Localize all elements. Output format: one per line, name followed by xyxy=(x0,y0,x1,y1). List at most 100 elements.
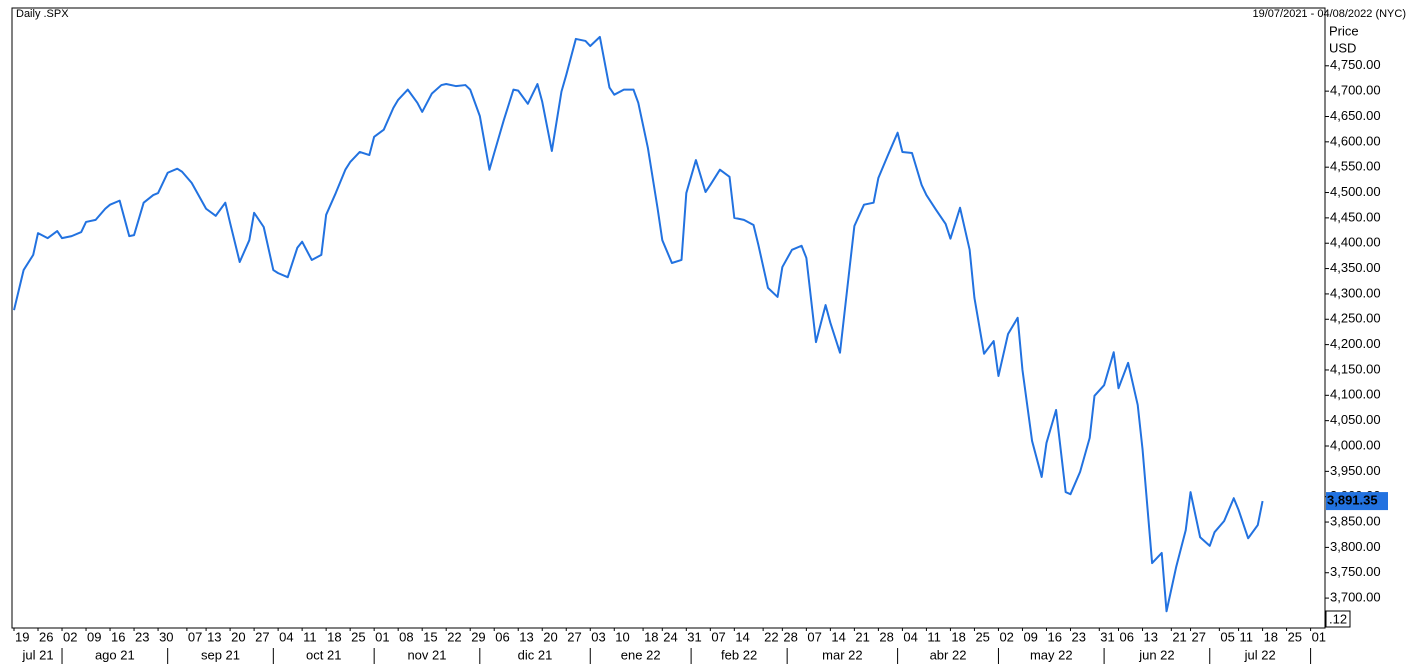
x-month-label: jul 22 xyxy=(1244,647,1276,662)
x-month-label: dic 21 xyxy=(518,647,553,662)
y-tick-label: 4,550.00 xyxy=(1330,159,1381,174)
x-tick-label: 25 xyxy=(351,629,365,644)
x-tick-label: 02 xyxy=(63,629,77,644)
x-tick-label: 29 xyxy=(471,629,485,644)
x-tick-label: 25 xyxy=(975,629,989,644)
x-tick-label: 20 xyxy=(231,629,245,644)
x-tick-label: 01 xyxy=(375,629,389,644)
x-tick-label: 23 xyxy=(135,629,149,644)
chart-subtitle: 19/07/2021 - 04/08/2022 (NYC) xyxy=(1253,8,1407,20)
y-tick-label: 4,000.00 xyxy=(1330,437,1381,452)
x-tick-label: 28 xyxy=(783,629,797,644)
x-tick-label: 13 xyxy=(207,629,221,644)
x-tick-label: 22 xyxy=(764,629,778,644)
x-month-label: ene 22 xyxy=(621,647,661,662)
x-month-label: jun 22 xyxy=(1138,647,1174,662)
x-tick-label: 04 xyxy=(279,629,293,644)
last-price-label: 3,891.35 xyxy=(1327,493,1378,508)
y-tick-label: 4,350.00 xyxy=(1330,260,1381,275)
x-tick-label: 08 xyxy=(399,629,413,644)
y-tick-label: 3,700.00 xyxy=(1330,590,1381,605)
x-tick-label: 07 xyxy=(188,629,202,644)
chart-title: Daily .SPX xyxy=(16,8,69,20)
x-tick-label: 30 xyxy=(159,629,173,644)
x-tick-label: 16 xyxy=(1047,629,1061,644)
x-tick-label: 05 xyxy=(1220,629,1234,644)
y-tick-label: 3,800.00 xyxy=(1330,539,1381,554)
y-tick-label: 3,750.00 xyxy=(1330,564,1381,579)
x-tick-label: 28 xyxy=(879,629,893,644)
y-tick-label: 4,650.00 xyxy=(1330,108,1381,123)
x-month-label: may 22 xyxy=(1030,647,1073,662)
x-tick-label: 27 xyxy=(567,629,581,644)
x-tick-label: 31 xyxy=(687,629,701,644)
x-month-label: sep 21 xyxy=(201,647,240,662)
x-tick-label: 25 xyxy=(1288,629,1302,644)
x-month-label: abr 22 xyxy=(930,647,967,662)
y-tick-label: 4,600.00 xyxy=(1330,133,1381,148)
y-tick-label: 4,100.00 xyxy=(1330,387,1381,402)
y-tick-label: 4,500.00 xyxy=(1330,184,1381,199)
y-axis-unit: USD xyxy=(1329,40,1356,55)
y-tick-label: 4,200.00 xyxy=(1330,336,1381,351)
x-tick-label: 13 xyxy=(1144,629,1158,644)
x-tick-label: 13 xyxy=(519,629,533,644)
x-tick-label: 10 xyxy=(615,629,629,644)
x-tick-label: 07 xyxy=(807,629,821,644)
x-tick-label: 06 xyxy=(495,629,509,644)
x-tick-label: 01 xyxy=(1312,629,1326,644)
x-tick-label: 02 xyxy=(999,629,1013,644)
x-tick-label: 31 xyxy=(1100,629,1114,644)
x-tick-label: 14 xyxy=(831,629,845,644)
axis-note-box xyxy=(1325,610,1351,628)
x-tick-label: 24 xyxy=(663,629,677,644)
x-tick-label: 18 xyxy=(327,629,341,644)
last-price-tag xyxy=(1326,492,1388,511)
y-tick-label: 4,050.00 xyxy=(1330,412,1381,427)
x-tick-label: 06 xyxy=(1120,629,1134,644)
x-tick-label: 16 xyxy=(111,629,125,644)
y-tick-label: 3,950.00 xyxy=(1330,463,1381,478)
x-tick-label: 04 xyxy=(903,629,917,644)
x-tick-label: 18 xyxy=(1264,629,1278,644)
x-tick-label: 11 xyxy=(927,629,941,644)
axis-note: .12 xyxy=(1329,611,1347,626)
x-tick-label: 26 xyxy=(39,629,53,644)
x-tick-label: 20 xyxy=(543,629,557,644)
y-tick-label: 4,300.00 xyxy=(1330,285,1381,300)
y-tick-label: 4,150.00 xyxy=(1330,361,1381,376)
x-tick-label: 27 xyxy=(255,629,269,644)
price-line xyxy=(13,35,1264,613)
x-tick-label: 09 xyxy=(87,629,101,644)
x-tick-label: 03 xyxy=(591,629,605,644)
x-tick-label: 14 xyxy=(735,629,749,644)
x-tick-label: 07 xyxy=(711,629,725,644)
y-axis-label: Price xyxy=(1329,23,1359,38)
x-tick-label: 18 xyxy=(644,629,658,644)
x-tick-label: 27 xyxy=(1192,629,1206,644)
x-tick-label: 19 xyxy=(15,629,29,644)
x-tick-label: 22 xyxy=(447,629,461,644)
x-tick-label: 23 xyxy=(1071,629,1085,644)
y-tick-label: 4,400.00 xyxy=(1330,235,1381,250)
x-tick-label: 15 xyxy=(423,629,437,644)
x-month-label: mar 22 xyxy=(822,647,862,662)
y-tick-label: 4,450.00 xyxy=(1330,209,1381,224)
x-tick-label: 21 xyxy=(855,629,869,644)
y-tick-label: 3,850.00 xyxy=(1330,513,1381,528)
plot-frame xyxy=(11,7,1326,629)
x-tick-label: 21 xyxy=(1172,629,1186,644)
y-tick-label: 4,750.00 xyxy=(1330,57,1381,72)
x-tick-label: 18 xyxy=(951,629,965,644)
x-month-label: jul 21 xyxy=(21,647,53,662)
y-tick-label: 4,250.00 xyxy=(1330,311,1381,326)
x-month-label: nov 21 xyxy=(407,647,446,662)
x-month-label: ago 21 xyxy=(95,647,135,662)
y-tick-label: 4,700.00 xyxy=(1330,83,1381,98)
x-month-label: oct 21 xyxy=(306,647,341,662)
x-month-label: feb 22 xyxy=(721,647,757,662)
x-tick-label: 09 xyxy=(1023,629,1037,644)
x-tick-label: 11 xyxy=(303,629,317,644)
x-tick-label: 11 xyxy=(1240,629,1254,644)
